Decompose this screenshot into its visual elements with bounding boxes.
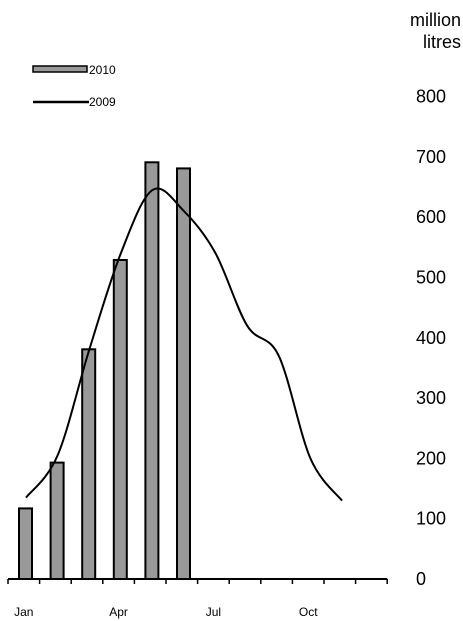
x-axis	[7, 578, 388, 584]
y-tick-label-0: 0	[416, 569, 426, 589]
y-tick-labels: 0 100 200 300 400 500 600 700 800	[416, 87, 446, 589]
unit-label-line-2: litres	[423, 32, 461, 52]
legend: 2010 2009	[32, 63, 116, 109]
y-tick-label-300: 300	[416, 388, 446, 408]
y-tick-label-600: 600	[416, 207, 446, 227]
y-tick-label-500: 500	[416, 268, 446, 288]
legend-swatch-2010	[32, 65, 88, 73]
bar-2010-may	[144, 161, 160, 581]
y-tick-label-200: 200	[416, 448, 446, 468]
x-tick-label-oct: Oct	[299, 605, 318, 619]
bar-2010-apr	[112, 259, 128, 580]
unit-label-line-1: million	[410, 10, 461, 30]
bars-2010	[18, 161, 191, 581]
y-tick-label-800: 800	[416, 87, 446, 107]
x-tick-label-jan: Jan	[14, 605, 33, 619]
bar-2010-jun	[176, 167, 191, 580]
x-tick-labels: Jan Apr Jul Oct	[14, 605, 318, 619]
legend-label-2010: 2010	[89, 63, 116, 77]
line-2009	[25, 187, 343, 502]
bar-2010-mar	[81, 348, 97, 580]
y-tick-label-100: 100	[416, 509, 446, 529]
y-tick-label-400: 400	[416, 328, 446, 348]
x-tick-label-jul: Jul	[206, 605, 221, 619]
y-tick-label-700: 700	[416, 147, 446, 167]
bar-2010-feb	[49, 461, 65, 581]
bar-2010-jan	[18, 507, 33, 580]
legend-label-2009: 2009	[89, 95, 116, 109]
x-tick-label-apr: Apr	[109, 605, 128, 619]
